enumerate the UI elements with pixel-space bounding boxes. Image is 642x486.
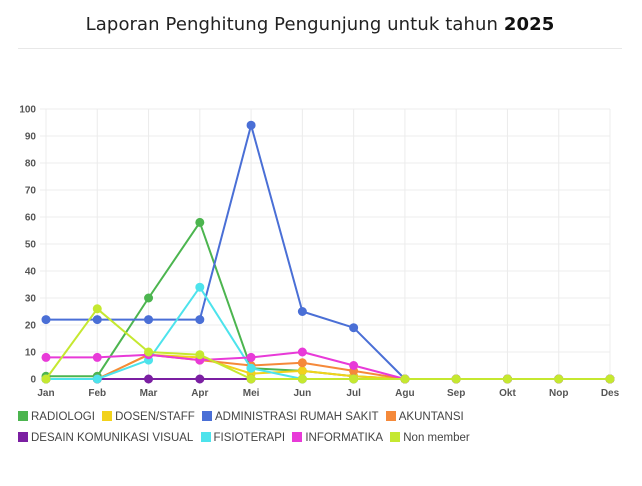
data-point xyxy=(195,350,205,360)
legend-label: DOSEN/STAFF xyxy=(115,411,195,423)
title-text: Laporan Penghitung Pengunjung untuk tahu… xyxy=(85,14,499,35)
data-point xyxy=(451,374,461,384)
y-tick-label: 90 xyxy=(25,132,37,143)
legend-label: AKUNTANSI xyxy=(398,411,464,423)
y-tick-label: 70 xyxy=(25,186,37,197)
series-line xyxy=(46,286,610,380)
legend-swatch xyxy=(201,411,212,421)
series-non-member xyxy=(41,304,615,384)
legend-swatch xyxy=(385,411,396,421)
data-point xyxy=(144,374,154,384)
x-tick-label: Feb xyxy=(88,388,106,399)
chart-title: Laporan Penghitung Pengunjung untuk tahu… xyxy=(18,14,622,35)
x-tick-label: Sep xyxy=(447,388,465,399)
data-point xyxy=(41,352,51,362)
x-tick-label: Agu xyxy=(395,388,414,399)
data-point xyxy=(92,315,102,325)
y-tick-label: 30 xyxy=(25,294,37,305)
legend-label: INFORMATIKA xyxy=(305,432,384,444)
legend-swatch xyxy=(390,432,401,442)
x-tick-label: Jul xyxy=(346,388,361,399)
legend-item[interactable]: AKUNTANSI xyxy=(385,407,464,428)
data-point xyxy=(297,307,307,316)
legend-item[interactable]: DOSEN/STAFF xyxy=(102,407,195,428)
data-point xyxy=(92,304,102,314)
x-tick-label: Jan xyxy=(37,388,54,399)
y-tick-label: 100 xyxy=(19,105,36,116)
data-point xyxy=(195,282,205,292)
data-point xyxy=(92,352,102,362)
x-tick-label: Apr xyxy=(191,388,208,399)
y-tick-label: 60 xyxy=(25,213,37,224)
legend-item[interactable]: Non member xyxy=(390,428,470,449)
data-point xyxy=(246,120,256,130)
title-divider xyxy=(18,48,622,49)
title-year: 2025 xyxy=(503,14,555,35)
data-point xyxy=(195,374,205,384)
x-tick-label: Mar xyxy=(140,388,158,399)
y-tick-label: 20 xyxy=(25,321,37,332)
y-tick-label: 80 xyxy=(25,159,37,170)
data-point xyxy=(349,323,359,333)
x-tick-label: Jun xyxy=(293,388,311,399)
y-tick-label: 40 xyxy=(25,267,37,278)
x-tick-label: Mei xyxy=(243,388,260,399)
data-point xyxy=(92,374,102,384)
legend-label: Non member xyxy=(403,432,470,444)
data-point xyxy=(144,315,154,325)
data-point xyxy=(246,352,256,362)
data-point xyxy=(349,374,359,384)
y-tick-label: 0 xyxy=(30,375,36,386)
data-point xyxy=(554,374,564,384)
data-point xyxy=(297,347,307,357)
data-point xyxy=(195,315,205,325)
legend-swatch xyxy=(18,411,28,421)
y-tick-label: 50 xyxy=(25,240,37,251)
series-line xyxy=(45,307,610,380)
data-point xyxy=(246,374,256,384)
legend-label: FISIOTERAPI xyxy=(213,432,286,444)
legend-item[interactable]: FISIOTERAPI xyxy=(200,428,286,449)
data-point xyxy=(605,374,615,384)
legend-label: DESAIN KOMUNIKASI VISUAL xyxy=(31,432,194,444)
data-point xyxy=(502,374,512,384)
legend-item[interactable]: DESAIN KOMUNIKASI VISUAL xyxy=(18,428,193,449)
data-point xyxy=(349,361,359,370)
data-point xyxy=(144,347,154,357)
data-point xyxy=(195,217,205,227)
legend-swatch xyxy=(102,411,113,421)
data-point xyxy=(41,315,51,325)
x-tick-label: Okt xyxy=(499,388,516,399)
x-tick-label: Nop xyxy=(549,388,568,399)
data-point xyxy=(41,374,51,384)
legend-swatch xyxy=(200,432,211,442)
legend-label: ADMINISTRASI RUMAH SAKIT xyxy=(214,411,379,423)
data-point xyxy=(400,374,410,384)
x-tick-label: Des xyxy=(601,388,620,399)
chart-legend: RADIOLOGI DOSEN/STAFF ADMINISTRASI RUMAH… xyxy=(18,407,624,449)
data-point xyxy=(297,366,307,376)
y-tick-label: 10 xyxy=(25,348,37,359)
legend-item[interactable]: RADIOLOGI xyxy=(18,407,95,428)
legend-item[interactable]: ADMINISTRASI RUMAH SAKIT xyxy=(201,407,379,428)
series-line xyxy=(46,351,610,380)
legend-swatch xyxy=(292,432,303,442)
legend-swatch xyxy=(18,432,28,442)
series-administrasi-rumah-sakit xyxy=(41,120,615,384)
data-point xyxy=(246,363,256,373)
data-point xyxy=(297,358,307,368)
data-point xyxy=(144,293,154,303)
data-point xyxy=(297,374,307,384)
legend-label: RADIOLOGI xyxy=(31,411,95,423)
legend-item[interactable]: INFORMATIKA xyxy=(292,428,383,449)
